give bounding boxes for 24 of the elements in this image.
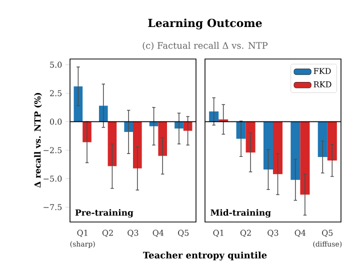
- x-tick-label: Q3: [128, 230, 138, 238]
- y-tick-label: −7.5: [44, 204, 62, 210]
- x-axis-title: Teacher entropy quintile: [143, 252, 267, 260]
- x-tick-label: Q1: [77, 230, 88, 238]
- annotation: Pre-training: [75, 209, 134, 218]
- legend-label: RKD: [314, 81, 332, 88]
- x-tick-label: Q2: [240, 230, 251, 238]
- y-tick-label: −5.0: [44, 176, 62, 182]
- x-tick-label: Q1: [213, 230, 224, 238]
- x-tick-label: Q4: [152, 230, 164, 238]
- chart-subtitle: (c) Factual recall Δ vs. NTP: [142, 42, 268, 50]
- x-tick-label: Q3: [268, 230, 278, 238]
- legend-label: FKD: [314, 68, 331, 74]
- y-tick-label: 5.0: [50, 62, 62, 68]
- chart-title: Learning Outcome: [148, 18, 262, 30]
- y-axis-title: Δ recall vs. NTP (%): [34, 92, 42, 188]
- y-tick-label: −2.5: [44, 147, 62, 154]
- annotation: Mid-training: [210, 209, 271, 218]
- y-tick-label: 2.5: [50, 90, 62, 96]
- x-tick-label: Q4: [294, 230, 306, 238]
- y-tick-label: 0.0: [50, 118, 62, 125]
- x-tick-label: Q2: [102, 230, 113, 238]
- x-tick-label: Q5: [178, 230, 189, 238]
- x-tick-label: Q5: [322, 230, 333, 238]
